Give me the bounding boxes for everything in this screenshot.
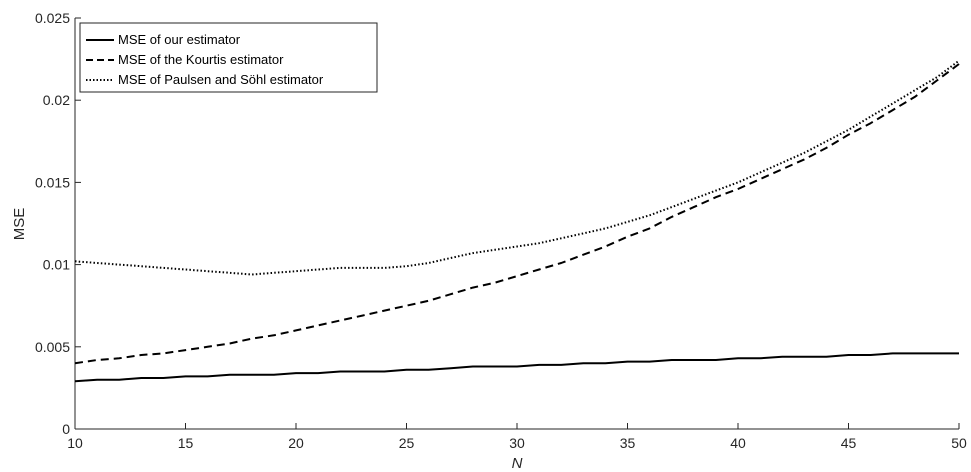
legend: MSE of our estimator MSE of the Kourtis … [79, 22, 378, 93]
y-axis-ticks: 0 0.005 0.01 0.015 0.02 0.025 [35, 10, 81, 437]
legend-label-kourtis-estimator: MSE of the Kourtis estimator [118, 52, 284, 67]
x-tick-label: 35 [620, 435, 636, 451]
x-tick-label: 40 [730, 435, 746, 451]
y-tick-label: 0.005 [35, 339, 70, 355]
y-tick-label: 0.01 [43, 257, 70, 273]
x-tick-label: 10 [67, 435, 83, 451]
y-axis-label: MSE [11, 208, 28, 241]
y-tick-label: 0.025 [35, 10, 70, 26]
series-layer [74, 59, 960, 383]
x-tick-label: 25 [399, 435, 415, 451]
y-tick-label: 0 [62, 421, 70, 437]
series-line-kourtis-estimator [74, 63, 960, 365]
y-tick-label: 0.02 [43, 92, 70, 108]
series-line-paulsen-sohl-estimator [74, 59, 960, 276]
x-tick-label: 30 [509, 435, 525, 451]
x-tick-label: 50 [951, 435, 967, 451]
legend-label-paulsen-sohl-estimator: MSE of Paulsen and Söhl estimator [118, 72, 324, 87]
x-tick-label: 45 [841, 435, 857, 451]
x-tick-label: 15 [178, 435, 194, 451]
y-tick-label: 0.015 [35, 174, 70, 190]
x-tick-label: 20 [288, 435, 304, 451]
legend-label-our-estimator: MSE of our estimator [118, 32, 241, 47]
x-axis-label: N [512, 455, 523, 472]
series-line-our-estimator [74, 352, 959, 383]
legend-box [79, 22, 378, 93]
x-axis-ticks: 10 15 20 25 30 35 40 45 50 [67, 423, 967, 451]
